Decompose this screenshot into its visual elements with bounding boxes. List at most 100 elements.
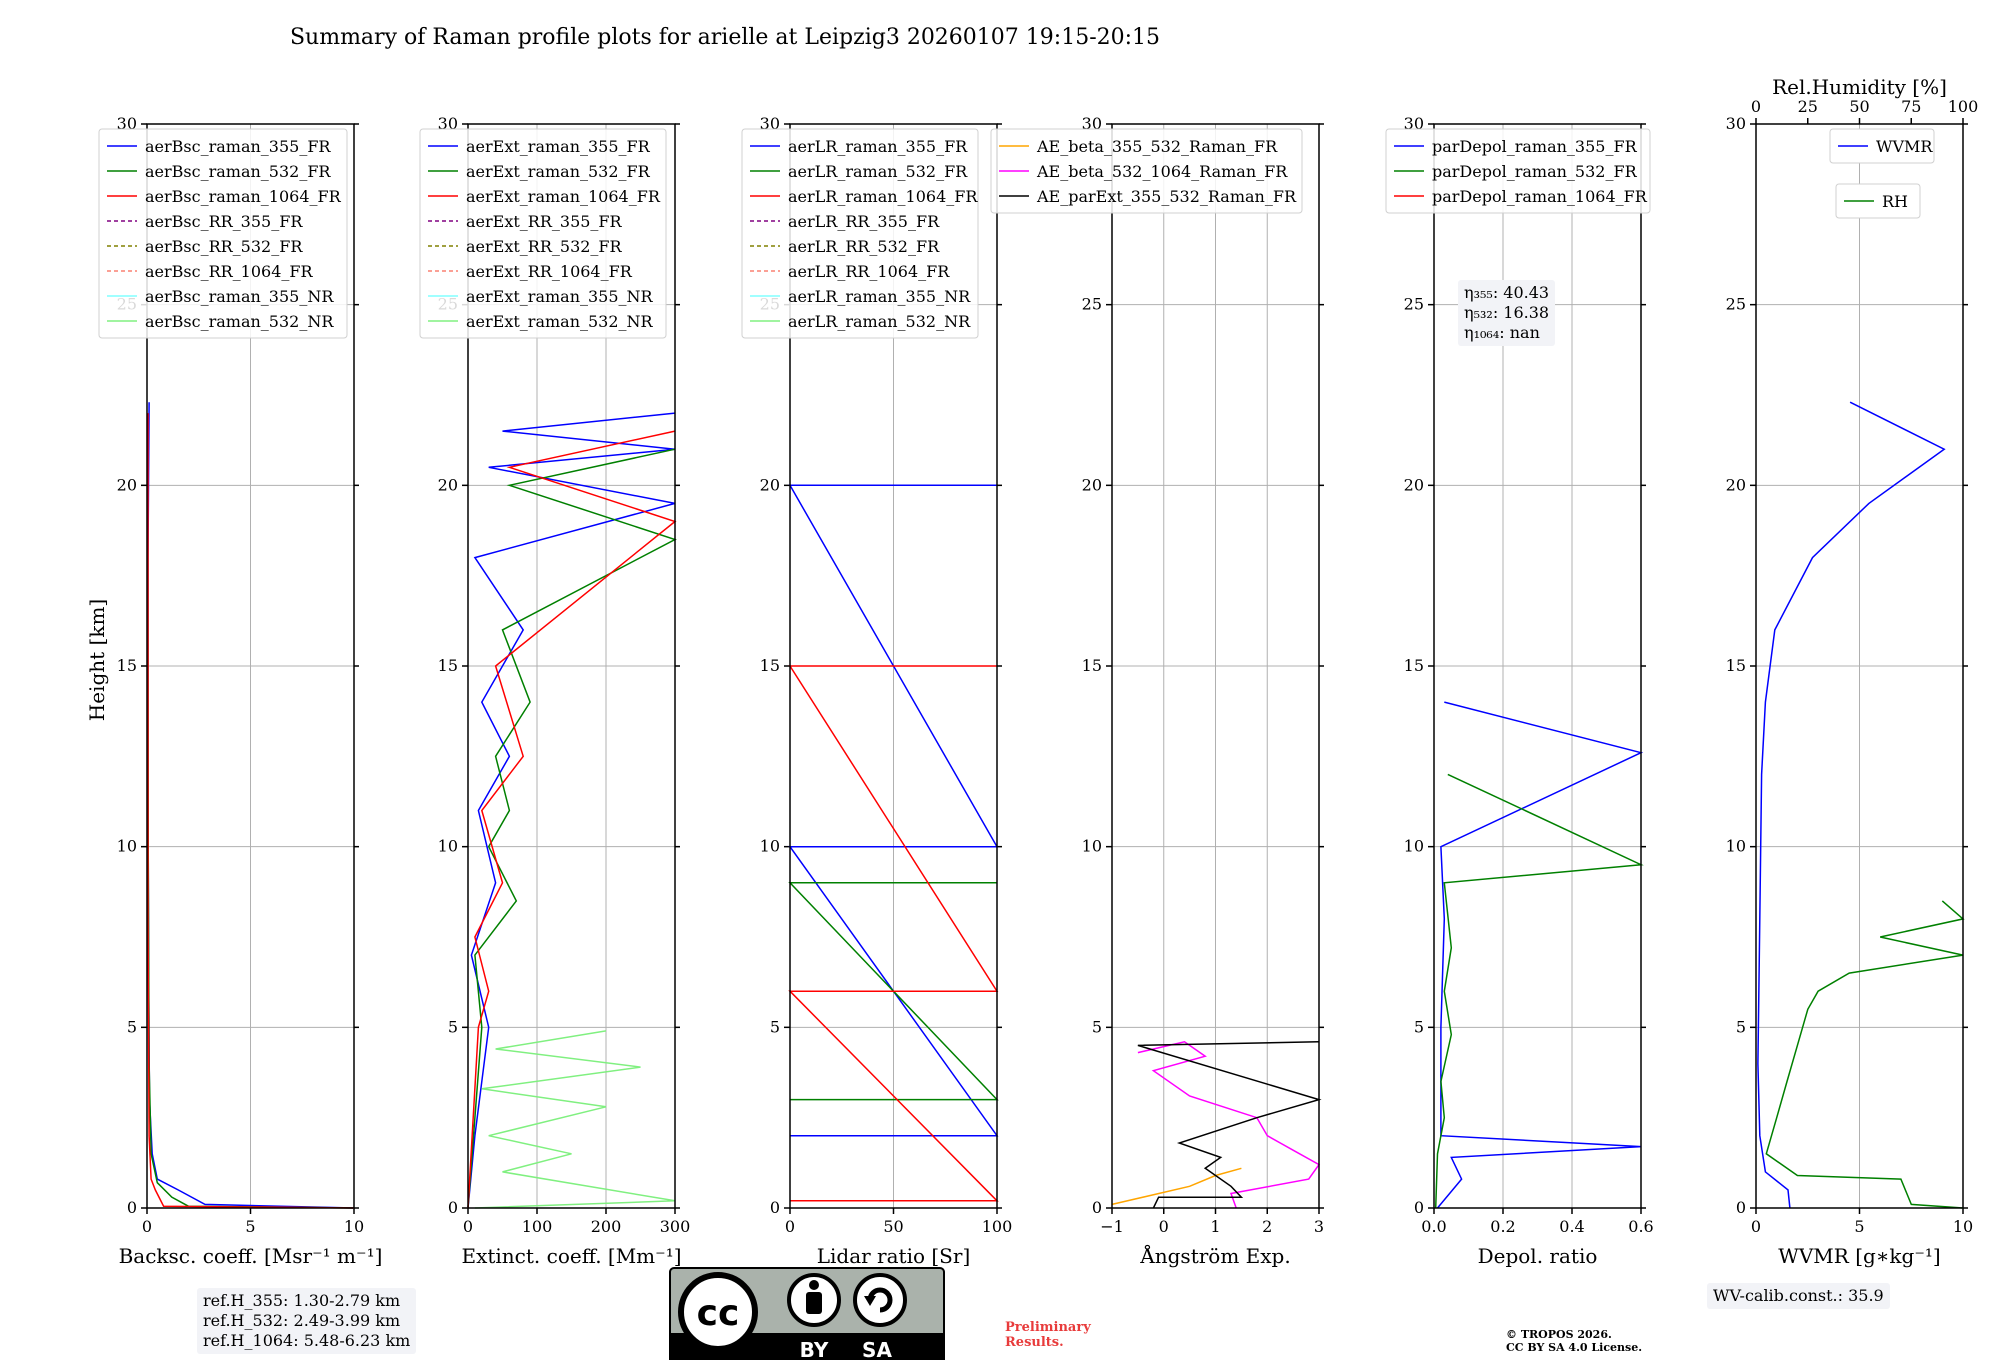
y-tick-label: 30 [1082,114,1102,133]
x-tick-label: 5 [245,1217,255,1236]
legend: aerBsc_raman_355_FR aerBsc_raman_532_FRae… [98,128,348,339]
axes-frame [789,123,998,1209]
wv-calib-constant: WV-calib.const.: 35.9 [1713,1286,1884,1305]
legend-entry-aerLR_RR_1064_FR: aerLR_RR_1064_FR [788,262,950,281]
x2-axis-label: Rel.Humidity [%] [1772,75,1947,99]
x-tick-label: 0 [1751,1217,1761,1236]
panel-lidar_ratio: 051015202530050100Lidar ratio [Sr]aerLR_… [741,114,1012,1268]
y-tick-label: 25 [1726,295,1746,314]
eta-532: η₅₃₂: 16.38 [1464,303,1550,322]
legend-entry-AE_beta_355_532_Raman_FR: AE_beta_355_532_Raman_FR [1036,137,1278,156]
y-tick-label: 0 [1414,1198,1424,1217]
y-tick-label: 20 [1726,475,1746,494]
x-tick-label: 0 [1159,1217,1169,1236]
legend-frame-rh [1835,183,1921,219]
x-tick-label: 3 [1314,1217,1324,1236]
legend: aerLR_raman_355_FR aerLR_raman_532_FR aerL… [741,128,979,339]
legend-entry-aerLR_raman_355_NR: aerLR_raman_355_NR [788,287,971,306]
legend-entry-aerLR_raman_355_FR: aerLR_raman_355_FR [788,137,968,156]
legend-frame [98,128,348,339]
y-tick-label: 5 [770,1017,780,1036]
series-AE_beta_355_532_Raman_FR [1111,1167,1242,1206]
cc-sa-label: SA [862,1338,892,1360]
y-tick-label: 20 [760,475,780,494]
y-tick-label: 0 [448,1198,458,1217]
y-tick-label: 15 [438,656,458,675]
x2-tick-label: 50 [1849,97,1869,116]
y-tick-label: 30 [117,114,137,133]
y-tick-label: 20 [438,475,458,494]
copyright-line-2: CC BY SA 4.0 License. [1506,1341,1643,1354]
x-tick-label: 50 [883,1217,903,1236]
legend-entry-aerLR_raman_532_NR: aerLR_raman_532_NR [788,312,971,331]
y-tick-label: 15 [117,656,137,675]
series-aerLR_raman_355_FR [788,484,999,1137]
x-tick-label: 0.4 [1559,1217,1584,1236]
y-tick-label: 30 [760,114,780,133]
legend: parDepol_raman_355_FR parDepol_raman_532_… [1385,128,1651,214]
legend-entry-AE_parExt_355_532_Raman_FR: AE_parExt_355_532_Raman_FR [1036,187,1297,206]
preliminary-line-2: Results. [1005,1335,1064,1350]
panel-depolarization: 0 5 10 15 20 25 30 0.0 0.2 0.4 0.6 Depol. ratio parD… [1385,114,1654,1268]
legend-entry-RH: RH [1882,192,1908,211]
y-tick-label: 10 [117,837,137,856]
y-tick-label: 10 [1404,837,1424,856]
legend-entry-aerLR_raman_532_FR: aerLR_raman_532_FR [788,162,968,181]
eta-355: η₃₅₅: 40.43 [1464,283,1550,302]
legend-entry-aerExt_raman_1064_FR: aerExt_raman_1064_FR [466,187,661,206]
legend-entry-aerBsc_raman_532_FR: aerBsc_raman_532_FR [145,162,331,181]
y-tick-label: 5 [448,1017,458,1036]
reference-height-box: ref.H_355: 1.30-2.79 km ref.H_532: 2.49-… [197,1288,417,1354]
x-tick-label: 5 [1854,1217,1864,1236]
y-tick-label: 5 [1414,1017,1424,1036]
x-tick-label: 100 [522,1217,553,1236]
legend-entry-aerBsc_RR_355_FR: aerBsc_RR_355_FR [145,212,303,231]
sa-share-alike-icon [853,1273,907,1327]
series-aerLR_raman_1064_FR [788,665,999,1202]
y-tick-label: 5 [1736,1017,1746,1036]
x2-tick-label: 0 [1751,97,1761,116]
ref-height-532: ref.H_532: 2.49-3.99 km [203,1311,401,1330]
eta-1064: η₁₀₆₄: nan [1464,323,1540,342]
series-AE_beta_532_1064_Raman_FR [1137,1040,1321,1209]
series-RH [1765,900,1965,1209]
ref-height-355: ref.H_355: 1.30-2.79 km [203,1291,401,1310]
x-tick-label: 2 [1262,1217,1272,1236]
series-parDepol_raman_532_FR [1434,773,1644,1209]
ref-height-1064: ref.H_1064: 5.48-6.23 km [203,1331,411,1350]
axes-frame [146,123,355,1209]
wv-calib-box: WV-calib.const.: 35.9 [1707,1283,1890,1309]
y-tick-label: 0 [770,1198,780,1217]
x-tick-label: 300 [660,1217,691,1236]
legend-entry-aerBsc_RR_532_FR: aerBsc_RR_532_FR [145,237,303,256]
legend-frame [1829,128,1935,164]
legend-frame [419,128,667,339]
x-axis-label: Backsc. coeff. [Msr⁻¹ m⁻¹] [119,1244,383,1268]
x-tick-label: 0 [463,1217,473,1236]
x-tick-label: 0.6 [1628,1217,1653,1236]
legend: WVMR RH [1829,128,1935,219]
x-tick-label: 0.2 [1490,1217,1515,1236]
series-AE_parExt_355_532_Raman_FR [1137,1041,1322,1209]
legend-entry-aerExt_raman_532_FR: aerExt_raman_532_FR [466,162,651,181]
cc-license-badge: cc BY SA [669,1267,945,1360]
legend-entry-aerBsc_RR_1064_FR: aerBsc_RR_1064_FR [145,262,314,281]
y-tick-label: 20 [117,475,137,494]
axes-frame [467,123,676,1209]
copyright-note: © TROPOS 2026. CC BY SA 4.0 License. [1506,1328,1642,1354]
legend-entry-parDepol_raman_532_FR: parDepol_raman_532_FR [1432,162,1638,181]
y-tick-label: 0 [1092,1198,1102,1217]
legend-entry-aerExt_raman_355_NR: aerExt_raman_355_NR [466,287,654,306]
legend-entry-aerExt_RR_355_FR: aerExt_RR_355_FR [466,212,623,231]
legend-frame [990,128,1303,214]
legend-entry-aerBsc_raman_532_NR: aerBsc_raman_532_NR [145,312,334,331]
preliminary-results-note: Preliminary Results. [1005,1320,1091,1350]
y-tick-label: 30 [1404,114,1424,133]
x-axis-label: Ångström Exp. [1139,1243,1290,1268]
legend: aerExt_raman_355_FR aerExt_raman_532_FRae… [419,128,667,339]
x-tick-label: 1 [1210,1217,1220,1236]
legend-entry-aerLR_raman_1064_FR: aerLR_raman_1064_FR [788,187,978,206]
y-tick-label: 5 [1092,1017,1102,1036]
